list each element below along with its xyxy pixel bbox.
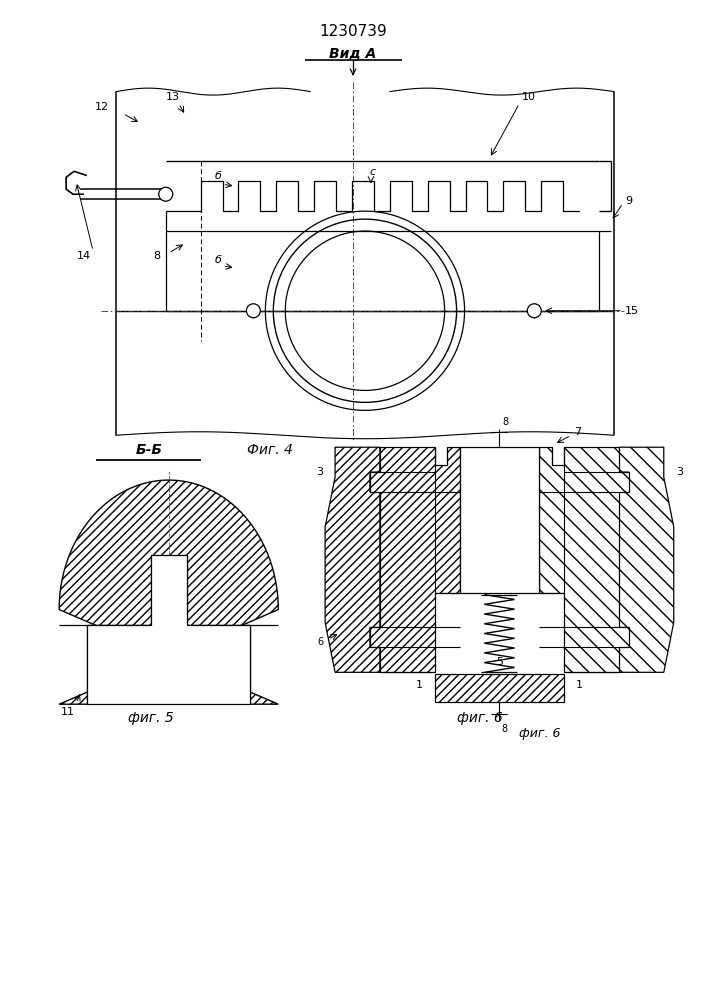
Polygon shape	[619, 447, 674, 672]
Text: Вид А: Вид А	[329, 47, 377, 61]
Text: 8: 8	[503, 417, 508, 427]
Text: 8: 8	[501, 724, 508, 734]
Text: Б-Б: Б-Б	[135, 443, 163, 457]
Text: 6: 6	[317, 637, 323, 647]
Polygon shape	[460, 447, 539, 593]
Polygon shape	[370, 447, 460, 672]
Text: фиг. 5: фиг. 5	[128, 711, 174, 725]
Text: 11: 11	[61, 707, 75, 717]
Text: 9: 9	[625, 196, 632, 206]
Text: 15: 15	[625, 306, 639, 316]
Polygon shape	[539, 447, 629, 672]
Text: 13: 13	[165, 92, 180, 102]
Polygon shape	[460, 447, 539, 593]
Circle shape	[247, 304, 260, 318]
Circle shape	[527, 304, 542, 318]
Text: 1230739: 1230739	[319, 24, 387, 39]
Polygon shape	[435, 674, 564, 702]
Circle shape	[159, 187, 173, 201]
Text: 10: 10	[522, 92, 537, 102]
Polygon shape	[325, 447, 380, 672]
Text: 14: 14	[77, 251, 91, 261]
Polygon shape	[59, 480, 279, 704]
Text: фиг. 6: фиг. 6	[457, 711, 503, 725]
Text: б: б	[215, 255, 222, 265]
Text: 5: 5	[496, 657, 503, 667]
Text: Фиг. 4: Фиг. 4	[247, 443, 293, 457]
Text: фиг. 6: фиг. 6	[520, 727, 561, 740]
Text: 8: 8	[153, 251, 160, 261]
Text: 3: 3	[316, 467, 323, 477]
Text: б: б	[215, 171, 222, 181]
Polygon shape	[87, 555, 250, 704]
Text: 1: 1	[416, 680, 423, 690]
Text: 12: 12	[95, 102, 109, 112]
Text: 7: 7	[574, 427, 581, 437]
Text: с: с	[370, 167, 376, 177]
Text: 1: 1	[575, 680, 583, 690]
Text: 3: 3	[676, 467, 683, 477]
